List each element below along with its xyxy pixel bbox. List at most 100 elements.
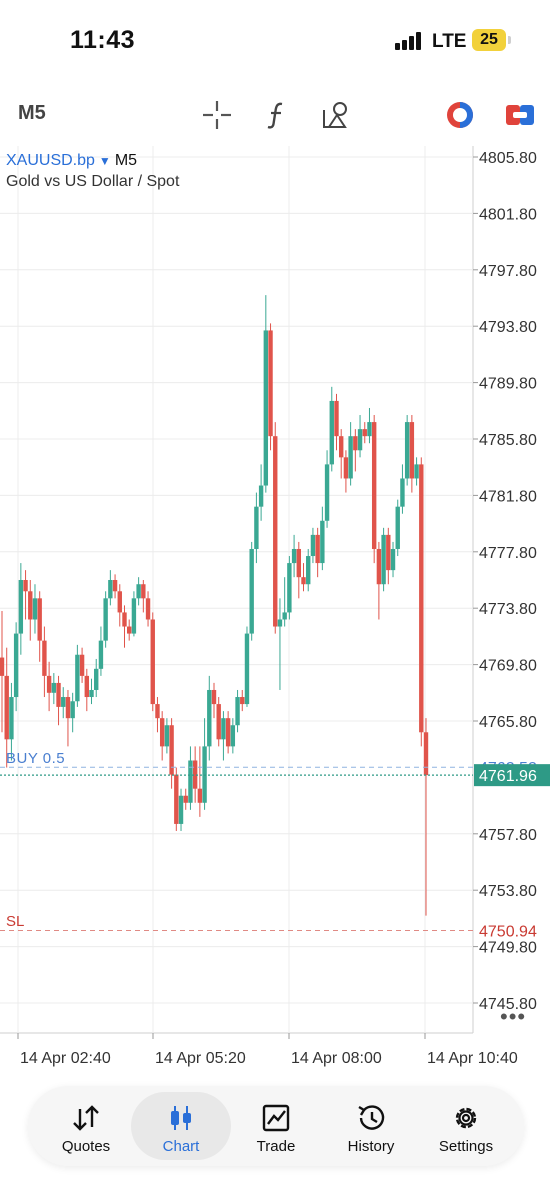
price-tick-label: 4765.80 [479,714,537,731]
price-chart[interactable]: 4805.80 4801.80 4797.80 4793.80 4789.80 4785.… [0,146,554,1090]
settings-gear-icon [455,1107,477,1129]
candle-body [277,619,283,627]
candle-body [334,400,339,437]
candle-body [395,506,400,549]
candle-body [339,436,344,458]
candle-body [61,697,66,707]
candle-body [56,682,61,707]
candle-body [42,640,47,676]
candle-body [371,422,377,549]
trade-icon [262,1104,290,1132]
candle-body [291,548,297,564]
symbol-name[interactable]: XAUUSD.bp [6,152,95,169]
candle-body [273,436,278,627]
trade-toggle-icon[interactable] [503,98,537,132]
candle-body [381,534,386,585]
candle-body [282,612,287,620]
candle-body [94,668,99,690]
candle-body [310,534,316,557]
indicators-icon[interactable] [260,98,294,132]
stop-loss-label[interactable]: SL [6,913,25,930]
candle-body [112,580,118,592]
tab-chart[interactable]: Chart [131,1092,231,1160]
tab-quotes[interactable]: Quotes [36,1092,136,1160]
symbol-dropdown-icon[interactable]: ▼ [98,154,111,168]
crosshair-icon[interactable] [200,98,234,132]
candle-body [4,675,9,740]
price-tick-label: 4773.80 [479,601,537,618]
candle-body [320,520,325,564]
candle-body [329,400,334,465]
price-tick-label: 4789.80 [479,376,537,393]
price-tick-label: 4797.80 [479,263,537,280]
symbol-description: Gold vs US Dollar / Spot [6,173,180,190]
candle-body [414,464,419,479]
status-bar: 11:43 LTE 25 [0,0,554,80]
timeframe-button[interactable]: M5 [18,102,46,124]
tab-trade[interactable]: Trade [226,1092,326,1160]
candle-body [75,654,80,702]
candle-body [390,548,396,571]
candle-body [301,577,306,585]
symbol-header[interactable]: XAUUSD.bp ▼ M5 [6,152,137,170]
tab-settings[interactable]: Settings [416,1092,516,1160]
price-tick-label: 4769.80 [479,658,537,675]
candle-body [188,760,193,803]
tab-quotes-label: Quotes [61,1138,111,1155]
stop-loss-price-label: 4750.94 [479,924,537,941]
candle-body [367,422,372,437]
candle-body [79,654,85,676]
candle-body [324,464,330,521]
candle-body [145,598,151,620]
candle-body [159,718,165,747]
price-tick-label: 4801.80 [479,206,537,223]
candle-body [9,697,14,740]
candle-body [70,701,75,719]
price-tick-label: 4757.80 [479,827,537,844]
price-tick-label: 4749.80 [479,940,537,957]
candle-body [192,760,198,789]
candle-body [287,563,292,613]
candle-body [409,422,415,479]
price-tick-label: 4753.80 [479,883,537,900]
candle-body [98,640,104,669]
objects-icon[interactable] [320,98,354,132]
candle-body [183,795,188,803]
candle-body [386,534,391,571]
tab-history-label: History [347,1138,395,1155]
candle-body [28,591,33,620]
candle-body [103,598,108,641]
candle-body [169,725,174,775]
candle-body [178,795,184,824]
candle-body [404,422,410,479]
time-tick-label: 14 Apr 02:40 [20,1050,111,1067]
price-tick-label: 4805.80 [479,150,537,167]
candle-body [32,598,38,620]
candle-body [141,584,146,599]
candle-body [235,697,240,726]
price-tick-label: 4793.80 [479,319,537,336]
more-options-icon[interactable]: ••• [500,1004,527,1029]
candle-body [230,725,236,747]
tab-settings-label: Settings [438,1138,494,1155]
candle-body [343,457,349,479]
candle-body [211,689,217,705]
account-icon[interactable] [443,98,477,132]
chart-canvas[interactable]: 4805.80 4801.80 4797.80 4793.80 4789.80 4785.… [0,146,554,1090]
candle-body [348,436,353,479]
candle-body [254,506,259,549]
candle-body [197,788,203,803]
tab-history[interactable]: History [321,1092,421,1160]
candle-body [136,584,141,599]
buy-position-label[interactable]: BUY 0.5 [6,750,66,767]
battery-icon: 25 [472,29,506,51]
candle-body [84,675,89,698]
history-icon [358,1105,385,1130]
battery-tip [508,36,511,44]
candle-body [46,675,52,693]
candle-body [65,697,71,719]
price-tick-label: 4745.80 [479,996,537,1013]
candle-body [400,478,405,507]
candle-body [423,732,429,776]
candle-body [127,626,132,634]
